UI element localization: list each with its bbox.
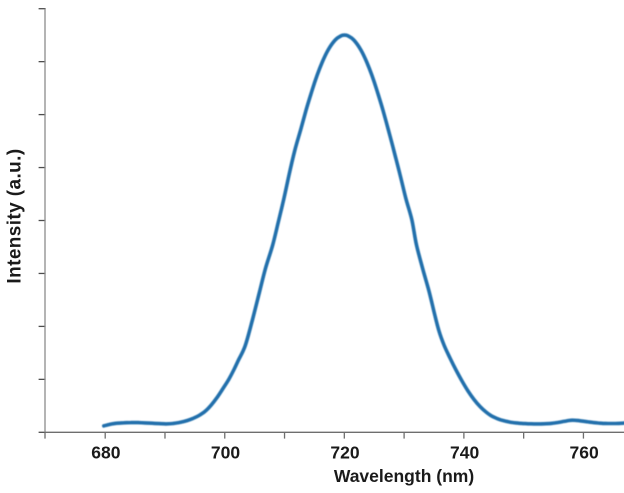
svg-text:Intensity (a.u.): Intensity (a.u.) bbox=[4, 148, 25, 283]
svg-text:700: 700 bbox=[211, 443, 240, 463]
svg-text:720: 720 bbox=[330, 443, 359, 463]
svg-text:760: 760 bbox=[569, 443, 598, 463]
svg-text:Wavelength (nm): Wavelength (nm) bbox=[334, 466, 474, 486]
svg-text:680: 680 bbox=[91, 443, 120, 463]
svg-text:740: 740 bbox=[450, 443, 479, 463]
